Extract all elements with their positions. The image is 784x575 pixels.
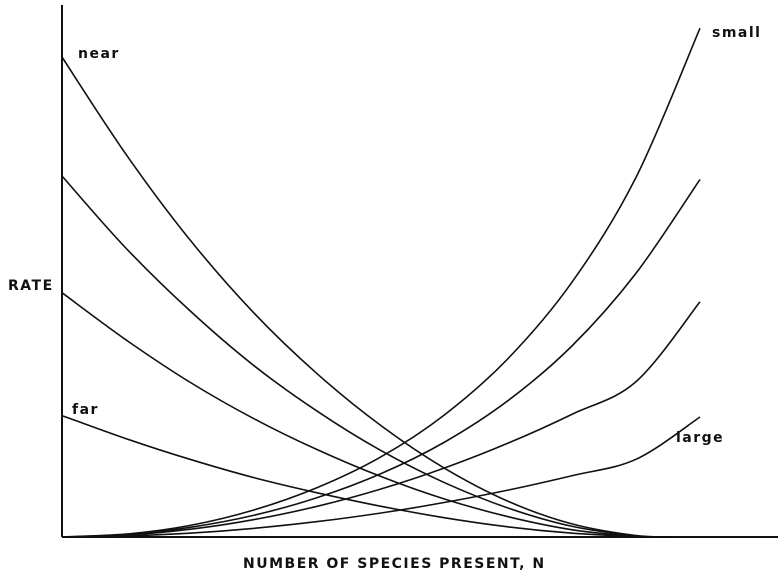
curves-group <box>61 27 701 538</box>
x-axis-label: NUMBER OF SPECIES PRESENT, N <box>243 556 546 572</box>
extinction-curve-1 <box>61 27 701 538</box>
immigration-curve-2 <box>61 175 662 538</box>
immigration-curve-4 <box>61 414 650 538</box>
y-axis-label: RATE <box>8 278 54 294</box>
annotation-far: far <box>72 402 99 418</box>
extinction-curve-3 <box>61 301 701 538</box>
extinction-curve-2 <box>61 178 701 538</box>
extinction-curve-4 <box>61 416 701 538</box>
immigration-curve-3 <box>61 292 656 538</box>
annotation-small: small <box>712 25 761 41</box>
annotation-near: near <box>78 46 120 62</box>
annotation-large: large <box>676 430 724 446</box>
immigration-curve-1 <box>61 56 675 538</box>
